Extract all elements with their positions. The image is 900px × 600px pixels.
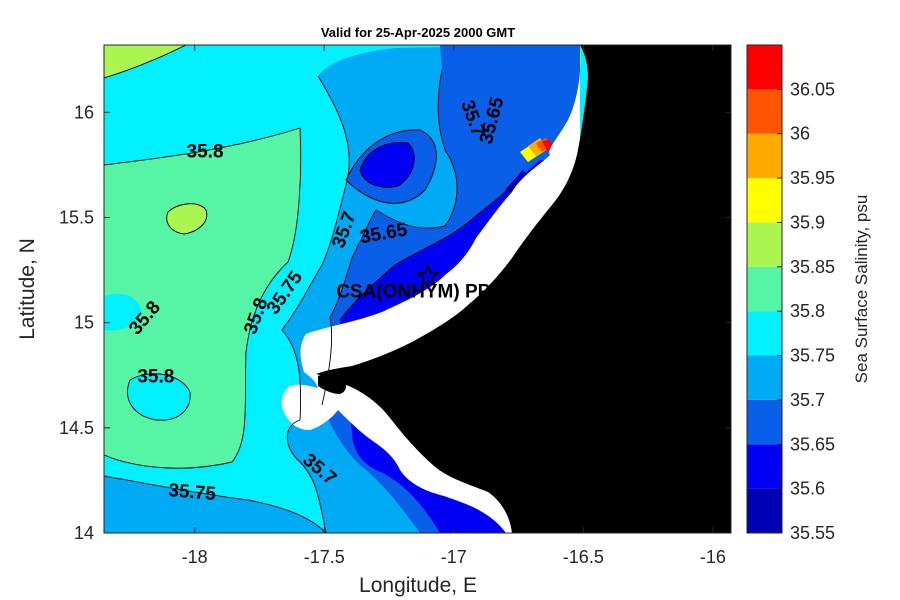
colorbar-tick-label: 35.7 bbox=[790, 390, 825, 410]
region-35.75-pocket-west bbox=[104, 293, 142, 331]
y-tick-label: 16 bbox=[74, 102, 94, 122]
colorbar-tick-label: 35.65 bbox=[790, 434, 835, 454]
nodata-cape-island bbox=[300, 324, 366, 362]
colorbar-band bbox=[747, 355, 782, 400]
colorbar bbox=[747, 45, 782, 533]
x-tick-label: -18 bbox=[182, 547, 208, 567]
plot-frame bbox=[103, 44, 732, 534]
y-axis-ticks: 14 14.5 15 15.5 16 bbox=[59, 102, 731, 543]
station-label: CSA(ONHYM) PPL E bbox=[336, 281, 519, 302]
contour-label: 35.75 bbox=[168, 480, 218, 505]
x-tick-label: -17.5 bbox=[304, 547, 345, 567]
x-tick-label: -17 bbox=[441, 547, 467, 567]
region-35.6-pocket-north bbox=[360, 142, 415, 188]
contour-lines bbox=[104, 45, 513, 533]
y-tick-label: 15 bbox=[74, 313, 94, 333]
colorbar-band bbox=[747, 89, 782, 134]
station-marker-group: CSA(ONHYM) PPL E bbox=[336, 263, 520, 302]
x-axis-ticks: -18 -17.5 -17 -16.5 -16 bbox=[182, 45, 726, 567]
y-axis-label: Latitude, N bbox=[16, 238, 39, 340]
region-35.75-pocket-south bbox=[127, 373, 191, 421]
colorbar-tick-label: 36.05 bbox=[790, 79, 835, 99]
colorbar-tick-label: 35.55 bbox=[790, 523, 835, 543]
x-axis-label: Longitude, E bbox=[359, 574, 477, 597]
plot-area: 35.835.835.835.835.7535.7535.735.6535.73… bbox=[104, 45, 731, 533]
colorbar-band bbox=[747, 311, 782, 356]
y-tick-label: 15.5 bbox=[59, 207, 94, 227]
colorbar-band bbox=[747, 45, 782, 90]
colorbar-label: Sea Surface Salinity, psu bbox=[852, 195, 871, 384]
colorbar-tick-label: 35.6 bbox=[790, 479, 825, 499]
colorbar-tick-label: 35.75 bbox=[790, 346, 835, 366]
region-35.55-strip bbox=[505, 170, 530, 196]
colorbar-tick-label: 35.9 bbox=[790, 212, 825, 232]
colorbar-band bbox=[747, 133, 782, 179]
colorbar-tick-label: 36 bbox=[790, 124, 810, 144]
y-tick-label: 14 bbox=[74, 523, 94, 543]
colorbar-tick-label: 35.95 bbox=[790, 168, 835, 188]
x-tick-label: -16 bbox=[700, 547, 726, 567]
colorbar-band bbox=[747, 222, 782, 267]
region-35.85-north bbox=[104, 45, 186, 78]
colorbar-band bbox=[747, 178, 782, 223]
station-star-icon bbox=[415, 263, 441, 288]
colorbar-tick-label: 35.85 bbox=[790, 257, 835, 277]
y-tick-label: 14.5 bbox=[59, 418, 94, 438]
contour-label: 35.8 bbox=[187, 141, 224, 162]
colorbar-band bbox=[747, 488, 782, 533]
colorbar-band bbox=[747, 399, 782, 445]
chart-title: Valid for 25-Apr-2025 2000 GMT bbox=[321, 25, 515, 40]
region-35.7-south bbox=[104, 476, 326, 533]
colorbar-band bbox=[747, 266, 782, 312]
colorbar-band bbox=[747, 444, 782, 489]
colorbar-tick-label: 35.8 bbox=[790, 301, 825, 321]
land-mass bbox=[316, 45, 731, 533]
colorbar-frame bbox=[746, 44, 783, 534]
region-35.85-island bbox=[166, 203, 207, 234]
colorbar-ticks: 35.55 35.6 35.65 35.7 35.75 35.8 35.85 35.9 35.9… bbox=[777, 79, 835, 543]
x-tick-label: -16.5 bbox=[563, 547, 604, 567]
contour-label: 35.8 bbox=[137, 366, 174, 387]
